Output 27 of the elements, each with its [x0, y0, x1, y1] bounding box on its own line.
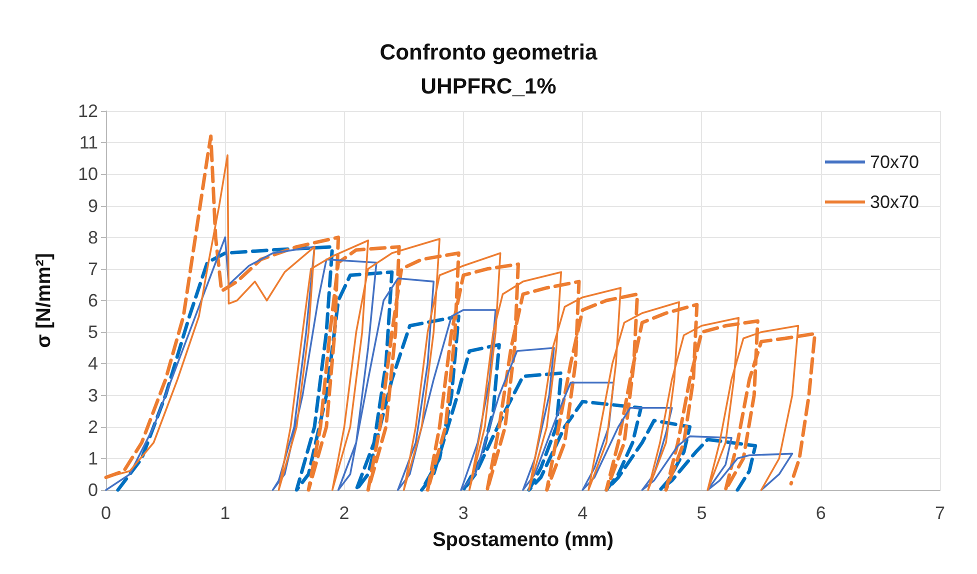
x-tick-label: 7 — [934, 503, 946, 523]
y-tick-label: 6 — [88, 290, 98, 310]
y-tick-label: 12 — [78, 101, 98, 121]
legend-label: 70x70 — [870, 152, 920, 172]
y-tick-label: 10 — [78, 164, 98, 184]
y-tick-label: 0 — [88, 480, 98, 500]
y-tick-label: 2 — [88, 416, 98, 437]
x-tick-label: 1 — [220, 503, 230, 523]
x-tick-label: 2 — [339, 503, 350, 523]
x-tick-label: 5 — [696, 503, 707, 523]
y-axis-title: σ [N/mm²] — [33, 253, 55, 348]
x-tick-label: 4 — [578, 503, 588, 523]
legend-label: 30x70 — [870, 192, 920, 212]
y-tick-label: 4 — [88, 354, 98, 374]
x-tick-label: 6 — [816, 503, 826, 523]
chart-subtitle: UHPFRC_1% — [420, 74, 556, 98]
x-axis-title: Spostamento (mm) — [432, 529, 614, 551]
y-tick-label: 11 — [79, 132, 98, 153]
x-tick-label: 3 — [458, 503, 468, 523]
y-tick-label: 3 — [88, 385, 98, 406]
x-tick-label: 0 — [100, 503, 112, 523]
chart-title: Confronto geometria — [380, 40, 598, 64]
y-tick-label: 9 — [88, 196, 98, 216]
y-tick-label: 7 — [88, 258, 98, 279]
y-tick-label: 5 — [88, 322, 98, 342]
y-tick-label: 8 — [88, 227, 98, 248]
y-tick-label: 1 — [88, 448, 98, 468]
